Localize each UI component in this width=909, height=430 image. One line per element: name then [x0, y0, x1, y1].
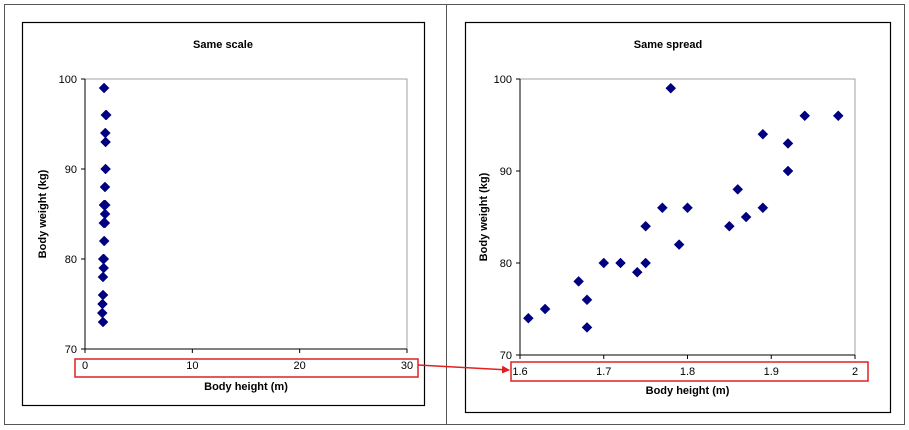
- y-axis-label: Body weight (kg): [37, 169, 49, 258]
- data-point: [99, 199, 111, 211]
- data-point: [99, 217, 111, 229]
- data-point: [98, 253, 110, 265]
- data-point: [657, 202, 668, 214]
- chart-title: Same scale: [193, 39, 253, 51]
- y-tick-label: 70: [65, 344, 77, 356]
- x-tick-label: 1.8: [680, 366, 695, 378]
- left-scatter-chart: Same scale 70 80 90 100 0 10 20 30 Body height (m…: [37, 39, 413, 393]
- right-axis-highlight-box: [510, 361, 869, 382]
- y-tick-label: 90: [65, 164, 77, 176]
- axis-comparison-annotation: [74, 358, 869, 382]
- data-point: [665, 82, 677, 94]
- x-tick-label: 0: [82, 360, 88, 372]
- data-point: [97, 271, 109, 283]
- data-point: [100, 136, 111, 148]
- data-point: [782, 165, 794, 177]
- data-point: [640, 220, 651, 232]
- y-tick-label: 80: [65, 254, 77, 266]
- x-tick-label: 2: [852, 366, 858, 378]
- data-point: [539, 303, 551, 315]
- data-point: [100, 163, 111, 175]
- data-point: [724, 220, 735, 232]
- x-tick-label: 1.7: [596, 366, 611, 378]
- data-point: [573, 276, 584, 287]
- data-point: [98, 262, 110, 274]
- data-point: [97, 316, 109, 328]
- data-point: [97, 298, 108, 310]
- x-tick-label: 1.6: [512, 366, 527, 378]
- x-tick-label: 30: [401, 360, 413, 372]
- left-chart-frame: [21, 21, 426, 407]
- data-point: [682, 202, 693, 214]
- chart-title: Same spread: [634, 39, 702, 51]
- data-point: [598, 257, 610, 269]
- right-chart-frame: [464, 21, 892, 414]
- data-point: [732, 184, 744, 195]
- data-point: [631, 266, 643, 278]
- y-tick-label: 70: [500, 350, 512, 362]
- data-point: [581, 322, 593, 333]
- data-point: [615, 257, 626, 269]
- y-tick-label: 80: [500, 258, 512, 270]
- data-point: [98, 82, 110, 94]
- data-point: [99, 181, 111, 193]
- data-point: [97, 289, 109, 301]
- data-point: [98, 235, 110, 247]
- data-point: [100, 109, 112, 121]
- data-point: [832, 110, 844, 122]
- data-point: [99, 208, 111, 220]
- data-point: [757, 128, 769, 140]
- data-point: [757, 202, 769, 214]
- data-point: [640, 257, 651, 269]
- y-axis-label: Body weight (kg): [478, 172, 490, 261]
- data-point: [581, 294, 593, 306]
- y-tick-label: 100: [59, 74, 77, 86]
- x-tick-label: 20: [294, 360, 306, 372]
- data-point: [740, 211, 752, 223]
- right-scatter-chart: Same spread 70 80 90 100 1.6 1.7 1.8 1.9 2 Body he…: [478, 39, 858, 397]
- x-tick-label: 10: [186, 360, 198, 372]
- data-point: [799, 110, 811, 122]
- y-tick-label: 100: [494, 74, 512, 86]
- x-axis-label: Body height (m): [204, 381, 288, 393]
- data-point: [673, 239, 685, 250]
- x-axis-label: Body height (m): [646, 385, 730, 397]
- x-tick-label: 1.9: [764, 366, 779, 378]
- data-point: [523, 312, 534, 324]
- comparison-arrow: [417, 364, 510, 374]
- y-tick-label: 90: [500, 166, 512, 178]
- data-point: [782, 138, 794, 149]
- left-axis-highlight-box: [74, 358, 419, 378]
